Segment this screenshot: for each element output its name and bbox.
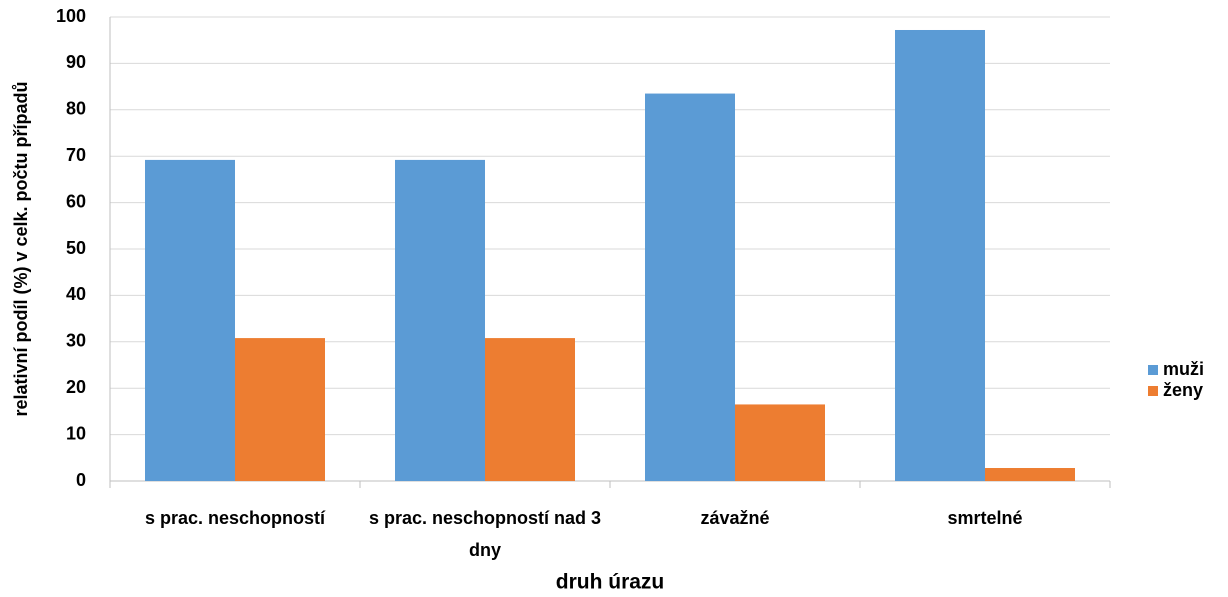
y-tick-label: 70 — [66, 145, 86, 165]
bar — [145, 159, 235, 482]
y-tick-label: 100 — [56, 6, 86, 26]
legend-label: muži — [1163, 359, 1204, 379]
y-tick-label: 60 — [66, 191, 86, 211]
legend-label: ženy — [1163, 380, 1203, 400]
bar — [735, 404, 825, 481]
y-tick-label: 20 — [66, 377, 86, 397]
x-tick-label: s prac. neschopností nad 3 dny — [368, 508, 602, 560]
bar — [235, 338, 325, 481]
y-tick-label: 80 — [66, 99, 86, 119]
y-tick-label: 10 — [66, 423, 86, 443]
bar — [895, 29, 985, 481]
bar — [395, 159, 485, 482]
bar — [985, 468, 1075, 481]
bar — [645, 93, 735, 481]
y-tick-label: 30 — [66, 331, 86, 351]
legend-swatch — [1148, 386, 1158, 396]
legend-swatch — [1148, 365, 1158, 375]
y-tick-label: 90 — [66, 52, 86, 72]
y-axis-title: relativní podíl (%) v celk. počtu případ… — [11, 81, 31, 416]
x-tick-label: s prac. neschopností — [144, 508, 326, 528]
x-tick-label: závažné — [700, 508, 770, 528]
x-axis-title: druh úrazu — [556, 571, 665, 594]
y-tick-label: 0 — [76, 470, 86, 490]
bar — [485, 338, 575, 481]
y-tick-label: 50 — [66, 238, 86, 258]
x-tick-label: smrtelné — [947, 508, 1023, 528]
y-tick-label: 40 — [66, 284, 86, 304]
